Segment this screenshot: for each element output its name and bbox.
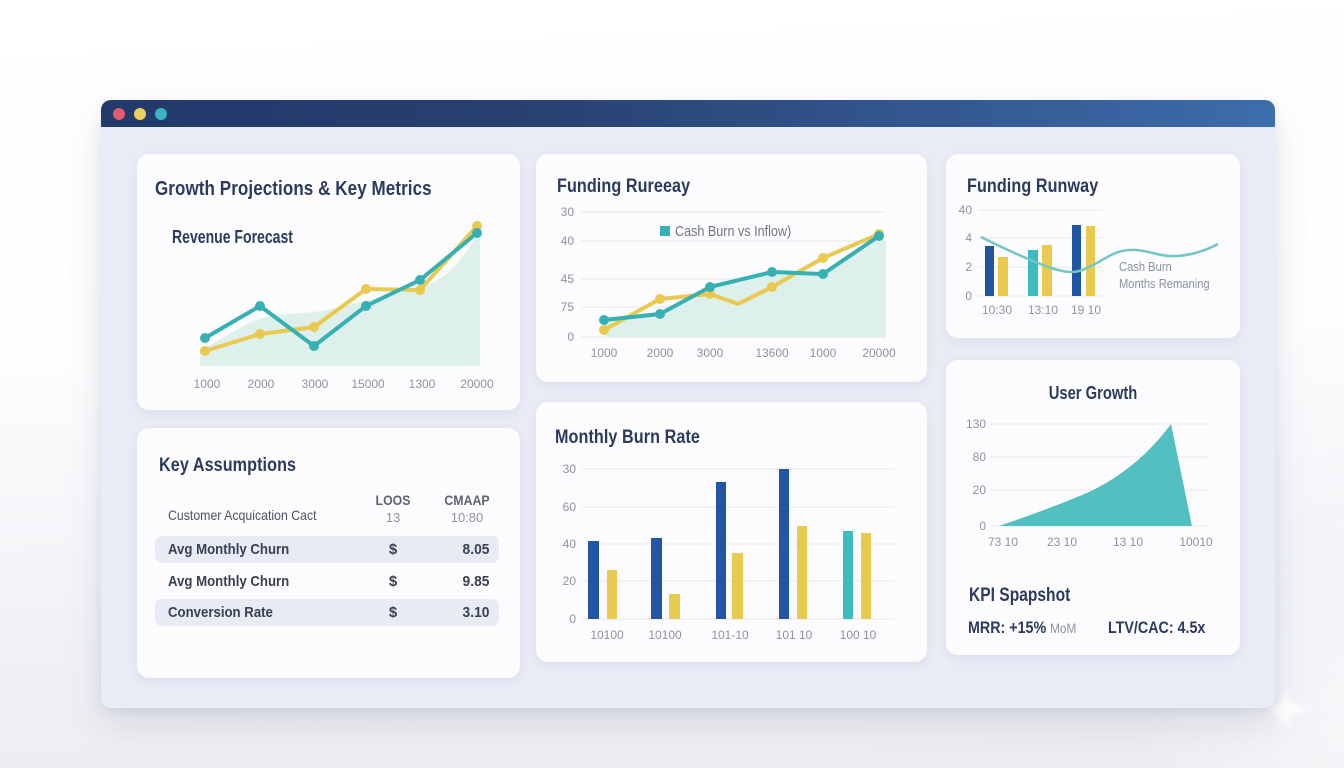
svg-text:130: 130: [966, 417, 986, 431]
svg-text:1000: 1000: [591, 346, 618, 360]
svg-text:20000: 20000: [862, 346, 896, 360]
svg-text:20: 20: [563, 574, 577, 588]
svg-text:Months Remaning: Months Remaning: [1119, 276, 1210, 291]
svg-text:1000: 1000: [810, 346, 837, 360]
svg-text:10010: 10010: [1179, 535, 1213, 549]
svg-text:20: 20: [973, 483, 987, 497]
svg-text:4: 4: [965, 231, 972, 245]
svg-text:40: 40: [563, 537, 577, 551]
svg-text:30: 30: [563, 462, 577, 476]
svg-text:1000: 1000: [194, 377, 221, 391]
svg-text:15000: 15000: [351, 377, 385, 391]
svg-text:101 10: 101 10: [776, 628, 813, 642]
svg-text:30: 30: [561, 205, 575, 219]
svg-text:Cash Burn vs Inflow): Cash Burn vs Inflow): [675, 222, 791, 239]
svg-text:1300: 1300: [409, 377, 436, 391]
svg-text:73 10: 73 10: [988, 535, 1018, 549]
svg-text:3000: 3000: [302, 377, 329, 391]
svg-text:3000: 3000: [697, 346, 724, 360]
svg-text:0: 0: [965, 289, 972, 303]
svg-text:23 10: 23 10: [1047, 535, 1077, 549]
svg-text:80: 80: [973, 450, 987, 464]
svg-text:2000: 2000: [248, 377, 275, 391]
svg-text:40: 40: [959, 203, 973, 217]
svg-text:Cash Burn: Cash Burn: [1119, 259, 1172, 274]
svg-text:101-10: 101-10: [711, 628, 749, 642]
svg-text:100 10: 100 10: [840, 628, 877, 642]
svg-text:75: 75: [561, 300, 575, 314]
svg-text:0: 0: [569, 612, 576, 626]
svg-text:20000: 20000: [460, 377, 494, 391]
svg-text:60: 60: [563, 500, 577, 514]
svg-text:13600: 13600: [755, 346, 789, 360]
svg-text:13:10: 13:10: [1028, 303, 1058, 317]
svg-text:0: 0: [979, 519, 986, 533]
svg-text:13 10: 13 10: [1113, 535, 1143, 549]
svg-text:2: 2: [965, 260, 972, 274]
svg-text:10100: 10100: [648, 628, 682, 642]
svg-text:40: 40: [561, 234, 575, 248]
svg-text:0: 0: [567, 330, 574, 344]
svg-text:2000: 2000: [647, 346, 674, 360]
svg-text:10:30: 10:30: [982, 303, 1012, 317]
svg-text:10100: 10100: [590, 628, 624, 642]
svg-text:45: 45: [561, 272, 575, 286]
svg-text:19 10: 19 10: [1071, 303, 1101, 317]
